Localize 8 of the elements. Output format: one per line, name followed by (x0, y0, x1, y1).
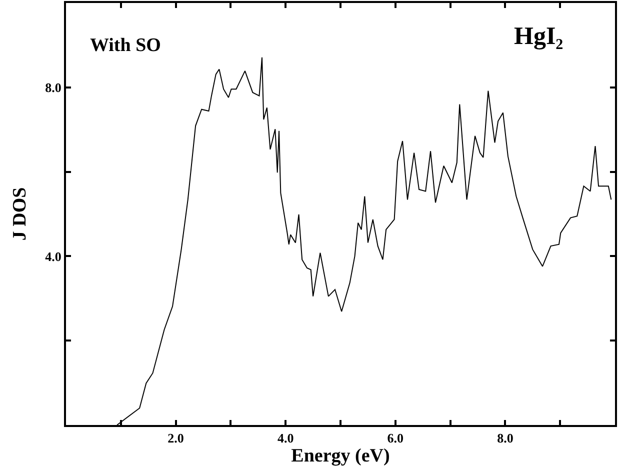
x-tick-label: 8.0 (497, 430, 514, 446)
x-tick-label: 2.0 (168, 430, 184, 446)
x-axis-title: Energy (eV) (291, 446, 390, 467)
x-tick-label: 4.0 (277, 430, 294, 446)
annotation: With SO (90, 35, 161, 56)
annotation: HgI₂ (514, 23, 564, 50)
y-axis-title: J DOS (10, 187, 30, 241)
x-tick-label: 6.0 (387, 430, 404, 446)
